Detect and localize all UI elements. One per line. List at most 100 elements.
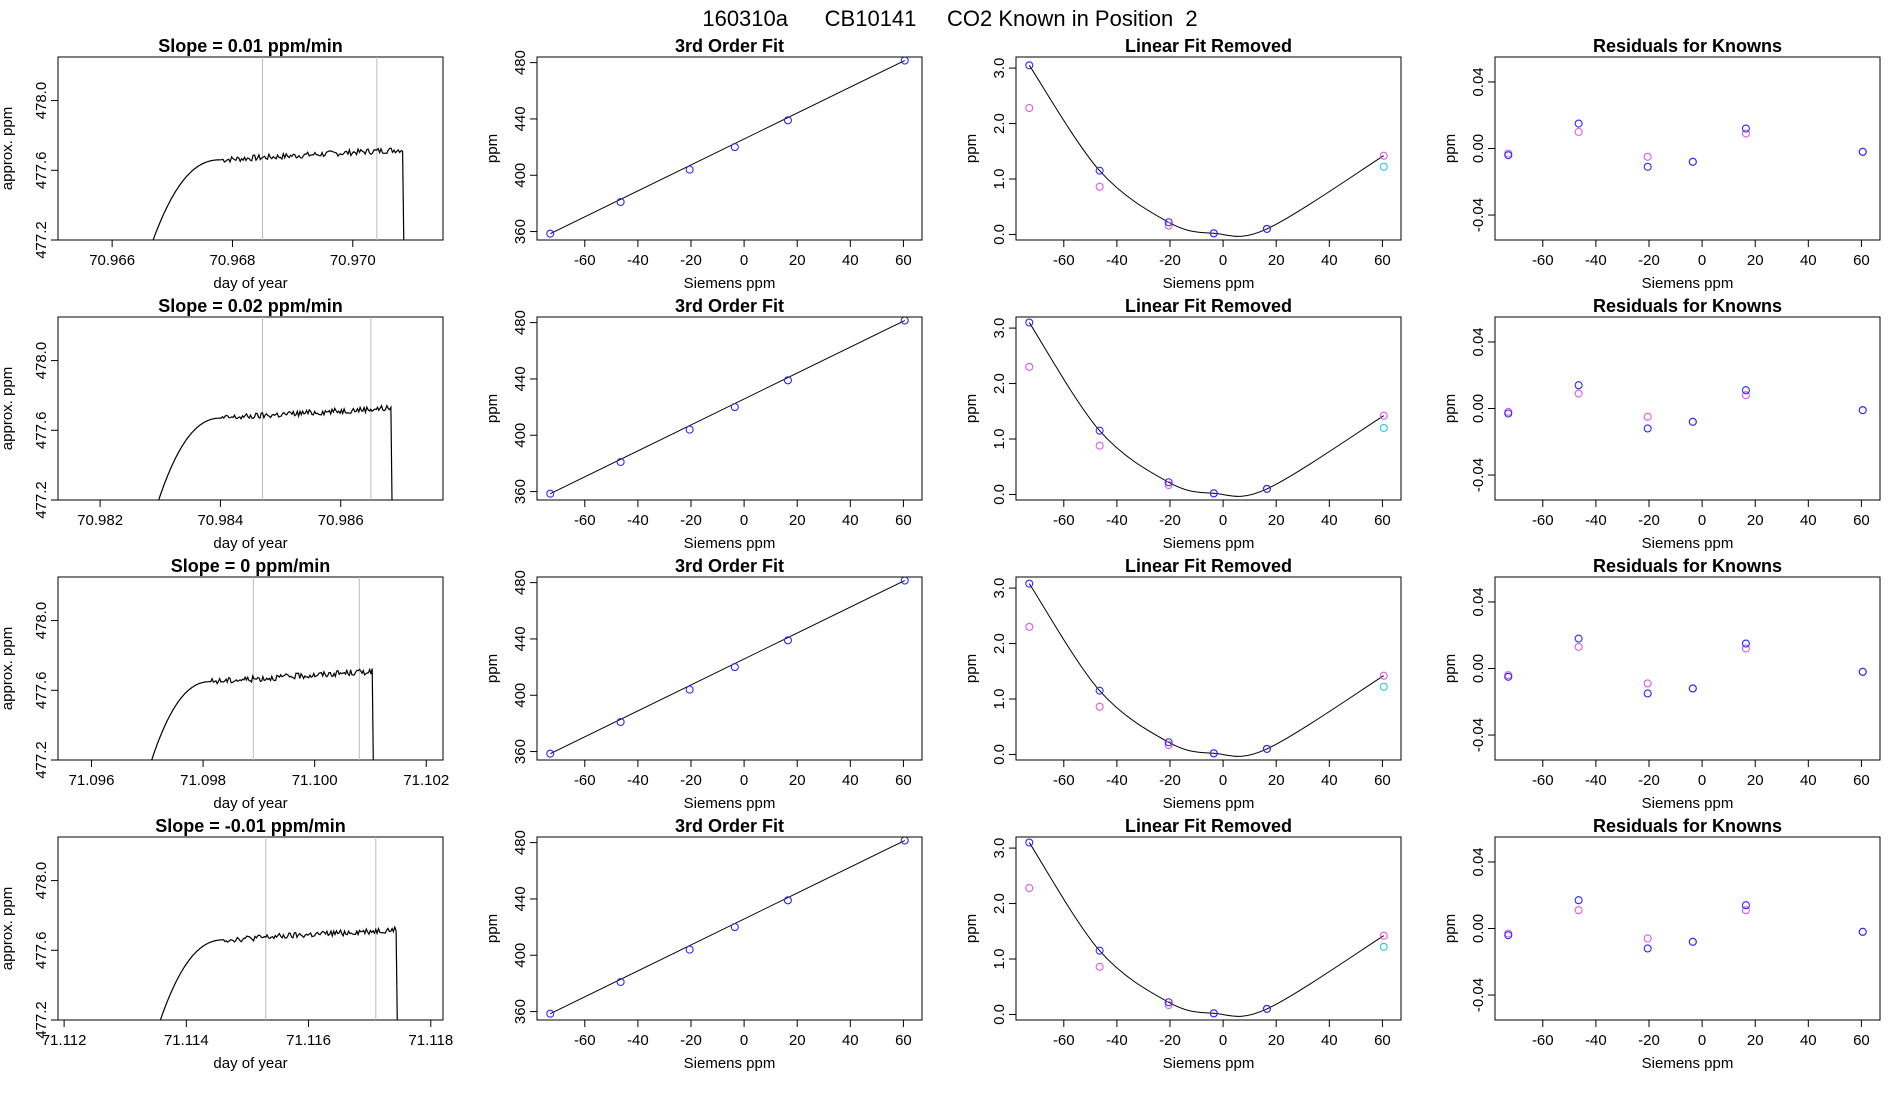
y-axis-label: ppm xyxy=(963,134,980,163)
data-point-blue xyxy=(730,663,739,672)
data-point-blue xyxy=(1164,218,1173,227)
x-tick-label: -40 xyxy=(1106,512,1128,529)
x-tick-label: 0 xyxy=(740,512,748,529)
y-tick-label: 3.0 xyxy=(991,58,1008,79)
x-tick-label: 20 xyxy=(1268,252,1285,269)
data-point-magenta xyxy=(1095,962,1104,971)
x-tick-label: -20 xyxy=(680,512,702,529)
plot-area xyxy=(546,837,909,1018)
panel-title: Slope = 0.01 ppm/min xyxy=(158,36,343,56)
residual-point-blue xyxy=(1858,927,1867,936)
y-axis-label: ppm xyxy=(1442,914,1459,943)
y-tick-label: 360 xyxy=(512,479,529,504)
residual-point-blue xyxy=(1574,381,1583,390)
x-tick-label: -60 xyxy=(1532,512,1554,529)
x-tick-label: 40 xyxy=(1321,1032,1338,1049)
x-tick-label: 71.098 xyxy=(180,772,226,789)
x-tick-label: -40 xyxy=(627,1032,649,1049)
y-tick-label: 440 xyxy=(512,886,529,911)
x-tick-label: -60 xyxy=(1053,772,1075,789)
residual-point-blue xyxy=(1688,157,1697,166)
data-point-blue xyxy=(1025,838,1034,847)
y-axis-label: approx. ppm xyxy=(0,887,16,970)
data-point-blue xyxy=(1025,318,1034,327)
data-point-magenta xyxy=(1095,441,1104,450)
x-tick-label: 70.982 xyxy=(77,512,123,529)
x-tick-label: 40 xyxy=(1800,252,1817,269)
plot-area xyxy=(1025,838,1388,1018)
x-tick-label: 60 xyxy=(1374,512,1391,529)
y-tick-label: -0.04 xyxy=(1470,978,1487,1012)
fit-line xyxy=(550,320,905,495)
residual-point-magenta xyxy=(1574,906,1583,915)
data-point-magenta xyxy=(1164,740,1173,750)
y-tick-label: 477.2 xyxy=(33,221,50,259)
plot-area xyxy=(546,317,909,498)
plot-area xyxy=(546,577,909,758)
x-tick-label: 60 xyxy=(1853,252,1870,269)
y-axis-label: ppm xyxy=(1442,134,1459,163)
data-point-blue xyxy=(1164,738,1173,747)
panel-r2-c1: Slope = 0.02 ppm/min day of year approx. p… xyxy=(0,296,444,552)
residual-point-blue xyxy=(1858,147,1867,156)
data-point-magenta xyxy=(1164,480,1173,490)
y-tick-label: 477.6 xyxy=(33,152,50,190)
plot-area xyxy=(1025,61,1388,238)
x-tick-label: 71.116 xyxy=(286,1032,331,1049)
x-axis-label: Siemens ppm xyxy=(684,795,776,812)
data-point-cyan xyxy=(1379,423,1388,432)
y-tick-label: -0.04 xyxy=(1470,718,1487,752)
data-point-blue xyxy=(1095,686,1104,695)
x-tick-label: 0 xyxy=(1698,252,1706,269)
y-tick-label: 0.00 xyxy=(1470,134,1487,163)
x-tick-label: -20 xyxy=(1159,252,1181,269)
data-point-blue xyxy=(1095,166,1104,175)
fit-line xyxy=(550,840,905,1015)
panel-r4-c4: Residuals for Knowns Siemens ppm ppm -60 -40… xyxy=(1442,816,1881,1072)
x-axis-label: Siemens ppm xyxy=(1163,795,1255,812)
plot-area xyxy=(1504,381,1867,433)
data-point-blue xyxy=(685,425,694,434)
x-tick-label: 70.970 xyxy=(330,252,376,269)
x-tick-label: 0 xyxy=(1219,1032,1227,1049)
data-point-blue xyxy=(685,945,694,954)
residual-point-blue xyxy=(1688,684,1697,693)
panel-r1-c1: Slope = 0.01 ppm/min day of year approx. p… xyxy=(0,36,444,292)
data-point-blue xyxy=(1209,489,1218,498)
y-tick-label: 2.0 xyxy=(991,633,1008,654)
y-tick-label: 3.0 xyxy=(991,318,1008,339)
x-tick-label: -40 xyxy=(1585,1032,1607,1049)
plot-frame xyxy=(1494,316,1881,501)
residual-point-blue xyxy=(1643,162,1652,171)
residual-point-blue xyxy=(1688,417,1697,426)
residual-point-magenta xyxy=(1643,412,1652,421)
y-tick-label: 480 xyxy=(512,570,529,595)
data-point-blue xyxy=(783,376,792,385)
x-tick-label: 40 xyxy=(842,772,859,789)
x-tick-label: 20 xyxy=(1268,512,1285,529)
panel-title: 3rd Order Fit xyxy=(675,816,784,836)
x-axis-label: day of year xyxy=(213,535,287,552)
x-tick-label: 0 xyxy=(740,252,748,269)
fit-curve xyxy=(1028,583,1384,757)
residual-point-blue xyxy=(1574,119,1583,128)
x-tick-label: 70.968 xyxy=(210,252,256,269)
plot-area xyxy=(1504,119,1867,171)
residual-point-magenta xyxy=(1741,129,1750,138)
x-tick-label: 20 xyxy=(1747,252,1764,269)
x-axis-label: Siemens ppm xyxy=(684,535,776,552)
data-point-blue xyxy=(730,923,739,932)
x-tick-label: 60 xyxy=(1374,252,1391,269)
x-tick-label: 40 xyxy=(842,252,859,269)
y-tick-label: 3.0 xyxy=(991,578,1008,599)
residual-point-magenta xyxy=(1574,642,1583,651)
data-point-blue xyxy=(685,165,694,174)
panel-r2-c3: Linear Fit Removed Siemens ppm ppm -60 -40 -2… xyxy=(963,296,1402,552)
y-tick-label: 0.00 xyxy=(1470,914,1487,943)
y-tick-label: 480 xyxy=(512,310,529,335)
y-tick-label: 0.04 xyxy=(1470,847,1487,876)
plot-frame xyxy=(536,836,923,1021)
data-point-blue xyxy=(1262,1004,1271,1013)
x-axis-label: Siemens ppm xyxy=(1642,535,1734,552)
